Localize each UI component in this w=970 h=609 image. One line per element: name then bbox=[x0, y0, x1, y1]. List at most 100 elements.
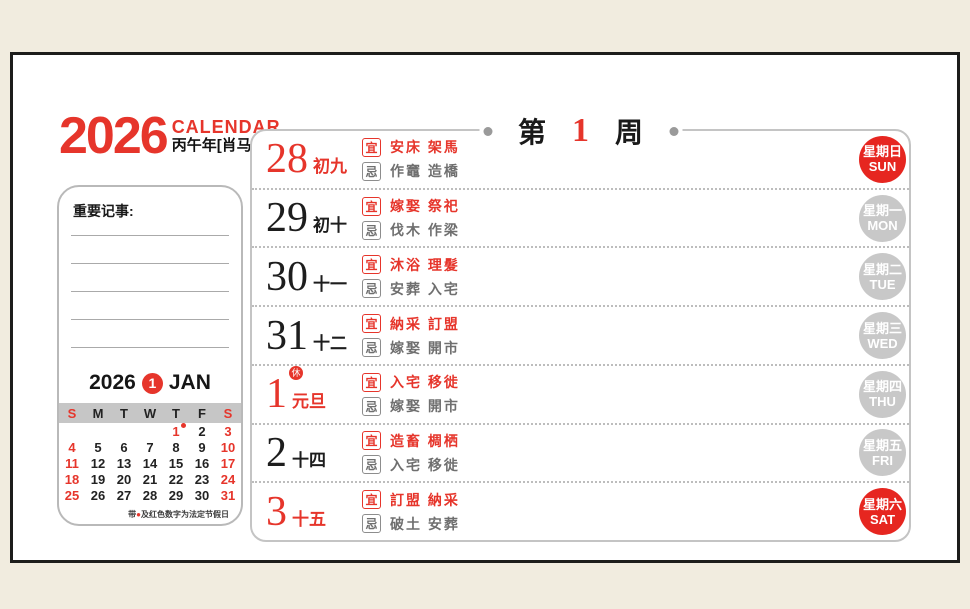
weekday-cn: 星期二 bbox=[862, 261, 902, 277]
ji-tag: 忌 bbox=[362, 514, 381, 534]
date-block: 2 十四 bbox=[266, 429, 362, 476]
day-row: 29 初十 宜嫁娶 祭祀 忌伐木 作梁 星期一 MON bbox=[252, 190, 909, 249]
day-row: 30 十一 宜沐浴 理髮 忌安葬 入宅 星期二 TUE bbox=[252, 248, 909, 308]
ji-tag: 忌 bbox=[362, 455, 381, 475]
week-suffix: 周 bbox=[615, 117, 644, 148]
note-line bbox=[71, 319, 229, 320]
weekday-cn: 星期一 bbox=[862, 203, 902, 219]
day-row: 3 十五 宜訂盟 納采 忌破土 安葬 星期六 SAT bbox=[252, 483, 909, 540]
date-cell: 18 bbox=[64, 471, 80, 487]
date-cell: 29 bbox=[168, 487, 184, 503]
ji-text: 嫁娶 開市 bbox=[390, 339, 460, 356]
title-right-dot bbox=[669, 126, 679, 136]
date-cell: 10 bbox=[220, 439, 236, 455]
date-cell: 2 bbox=[198, 423, 206, 439]
weekday-en: WED bbox=[867, 335, 898, 351]
calendar-card: 2026 CALENDAR 丙午年[肖马] 重要记事: 2026 1 JAN bbox=[10, 52, 960, 563]
yi-tag: 宜 bbox=[362, 490, 381, 510]
lunar-label: 十四 bbox=[292, 450, 326, 470]
mini-calendar-footnote: 带●及红色数字为法定节假日 bbox=[128, 510, 229, 519]
weekday-cn: 星期六 bbox=[862, 496, 902, 512]
date-number: 3 bbox=[266, 488, 287, 535]
date-number: 30 bbox=[266, 253, 308, 300]
weekday-circle: 星期三 WED bbox=[859, 312, 906, 360]
date-number: 31 bbox=[266, 312, 308, 359]
date-cell: 7 bbox=[146, 439, 154, 455]
date-cell: 26 bbox=[90, 487, 106, 503]
weekday-header-cell: W bbox=[143, 405, 157, 421]
date-number: 2 bbox=[266, 429, 287, 476]
weekday-en: TUE bbox=[869, 276, 896, 292]
ji-text: 嫁娶 開市 bbox=[390, 398, 460, 415]
yi-text: 造畜 椆栖 bbox=[390, 432, 460, 449]
date-cell: 30 bbox=[194, 487, 210, 503]
brand-header: 2026 CALENDAR 丙午年[肖马] bbox=[59, 107, 281, 165]
note-line bbox=[71, 263, 229, 264]
ji-tag: 忌 bbox=[362, 338, 381, 358]
date-block: 29 初十 bbox=[266, 195, 362, 242]
almanac-block: 宜訂盟 納采 忌破土 安葬 bbox=[362, 490, 460, 534]
weekday-en: SAT bbox=[869, 511, 896, 527]
title-left-dot bbox=[482, 126, 492, 136]
date-cell: 12 bbox=[90, 455, 106, 471]
date-cell: 20 bbox=[116, 471, 132, 487]
holiday-dot-legend: ● bbox=[136, 510, 141, 519]
ji-text: 作竈 造橋 bbox=[390, 163, 460, 180]
notes-panel: 重要记事: 2026 1 JAN S M T W T bbox=[57, 185, 243, 526]
holiday-badge: 休 bbox=[289, 366, 303, 381]
date-cell: 22 bbox=[168, 471, 184, 487]
weekday-circle: 星期一 MON bbox=[859, 194, 906, 242]
weekday-header-cell: T bbox=[120, 405, 128, 421]
weekday-header-cell: S bbox=[67, 405, 77, 421]
yi-text: 入宅 移徙 bbox=[390, 374, 460, 391]
date-cell: 27 bbox=[116, 487, 132, 503]
mini-calendar-week-row: 25 26 27 28 29 30 31 bbox=[59, 487, 241, 503]
weekday-cn: 星期五 bbox=[862, 437, 902, 453]
yi-tag: 宜 bbox=[362, 314, 381, 334]
yi-tag: 宜 bbox=[362, 431, 381, 451]
weekday-cn: 星期四 bbox=[862, 379, 902, 395]
date-cell: 25 bbox=[64, 487, 80, 503]
weekday-header-cell: T bbox=[172, 405, 180, 421]
ji-tag: 忌 bbox=[362, 161, 381, 181]
lunar-label: 十二 bbox=[313, 333, 347, 353]
lunar-year-label: 丙午年[肖马] bbox=[171, 137, 257, 154]
week-panel: 第 1 周 28 初九 宜安床 架馬 忌作竈 造橋 星期日 SUN bbox=[250, 111, 911, 542]
weekday-en: FRI bbox=[872, 452, 893, 468]
date-cell: 21 bbox=[142, 471, 158, 487]
date-number: 28 bbox=[266, 136, 308, 183]
mini-calendar-week-row: 1 2 3 bbox=[59, 422, 241, 439]
date-cell: 6 bbox=[120, 439, 128, 455]
mini-calendar-week-row: 18 19 20 21 22 23 24 bbox=[59, 471, 241, 487]
mini-calendar-week-row: 4 5 6 7 8 9 10 bbox=[59, 439, 241, 455]
mini-calendar-weekday-header: S M T W T F S bbox=[59, 403, 241, 423]
day-row: 31 十二 宜納采 訂盟 忌嫁娶 開市 星期三 WED bbox=[252, 307, 909, 366]
date-cell: 8 bbox=[172, 439, 180, 455]
yi-tag: 宜 bbox=[362, 137, 381, 157]
weekday-circle: 星期四 THU bbox=[859, 370, 906, 418]
ji-text: 破土 安葬 bbox=[390, 515, 460, 532]
weekday-en: SUN bbox=[868, 159, 897, 175]
almanac-block: 宜入宅 移徙 忌嫁娶 開市 bbox=[362, 372, 460, 416]
week-number: 1 bbox=[572, 112, 589, 149]
date-number: 29 bbox=[266, 195, 308, 242]
calendar-word: CALENDAR bbox=[171, 117, 281, 137]
date-cell: 14 bbox=[142, 455, 158, 471]
day-row: 28 初九 宜安床 架馬 忌作竈 造橋 星期日 SUN bbox=[252, 131, 909, 190]
date-cell bbox=[111, 423, 137, 439]
weekday-header-cell: F bbox=[198, 405, 206, 421]
date-cell: 1 bbox=[163, 422, 189, 439]
date-cell bbox=[137, 423, 163, 439]
week-title: 第 1 周 bbox=[478, 111, 683, 151]
note-line bbox=[71, 235, 229, 236]
ji-text: 入宅 移徙 bbox=[390, 456, 460, 473]
mini-calendar-title: 2026 1 JAN bbox=[59, 371, 241, 395]
lunar-label: 十一 bbox=[313, 274, 347, 294]
almanac-block: 宜嫁娶 祭祀 忌伐木 作梁 bbox=[362, 196, 460, 240]
date-cell: 16 bbox=[194, 455, 210, 471]
year-big: 2026 bbox=[59, 107, 169, 165]
yi-text: 納采 訂盟 bbox=[390, 315, 460, 332]
